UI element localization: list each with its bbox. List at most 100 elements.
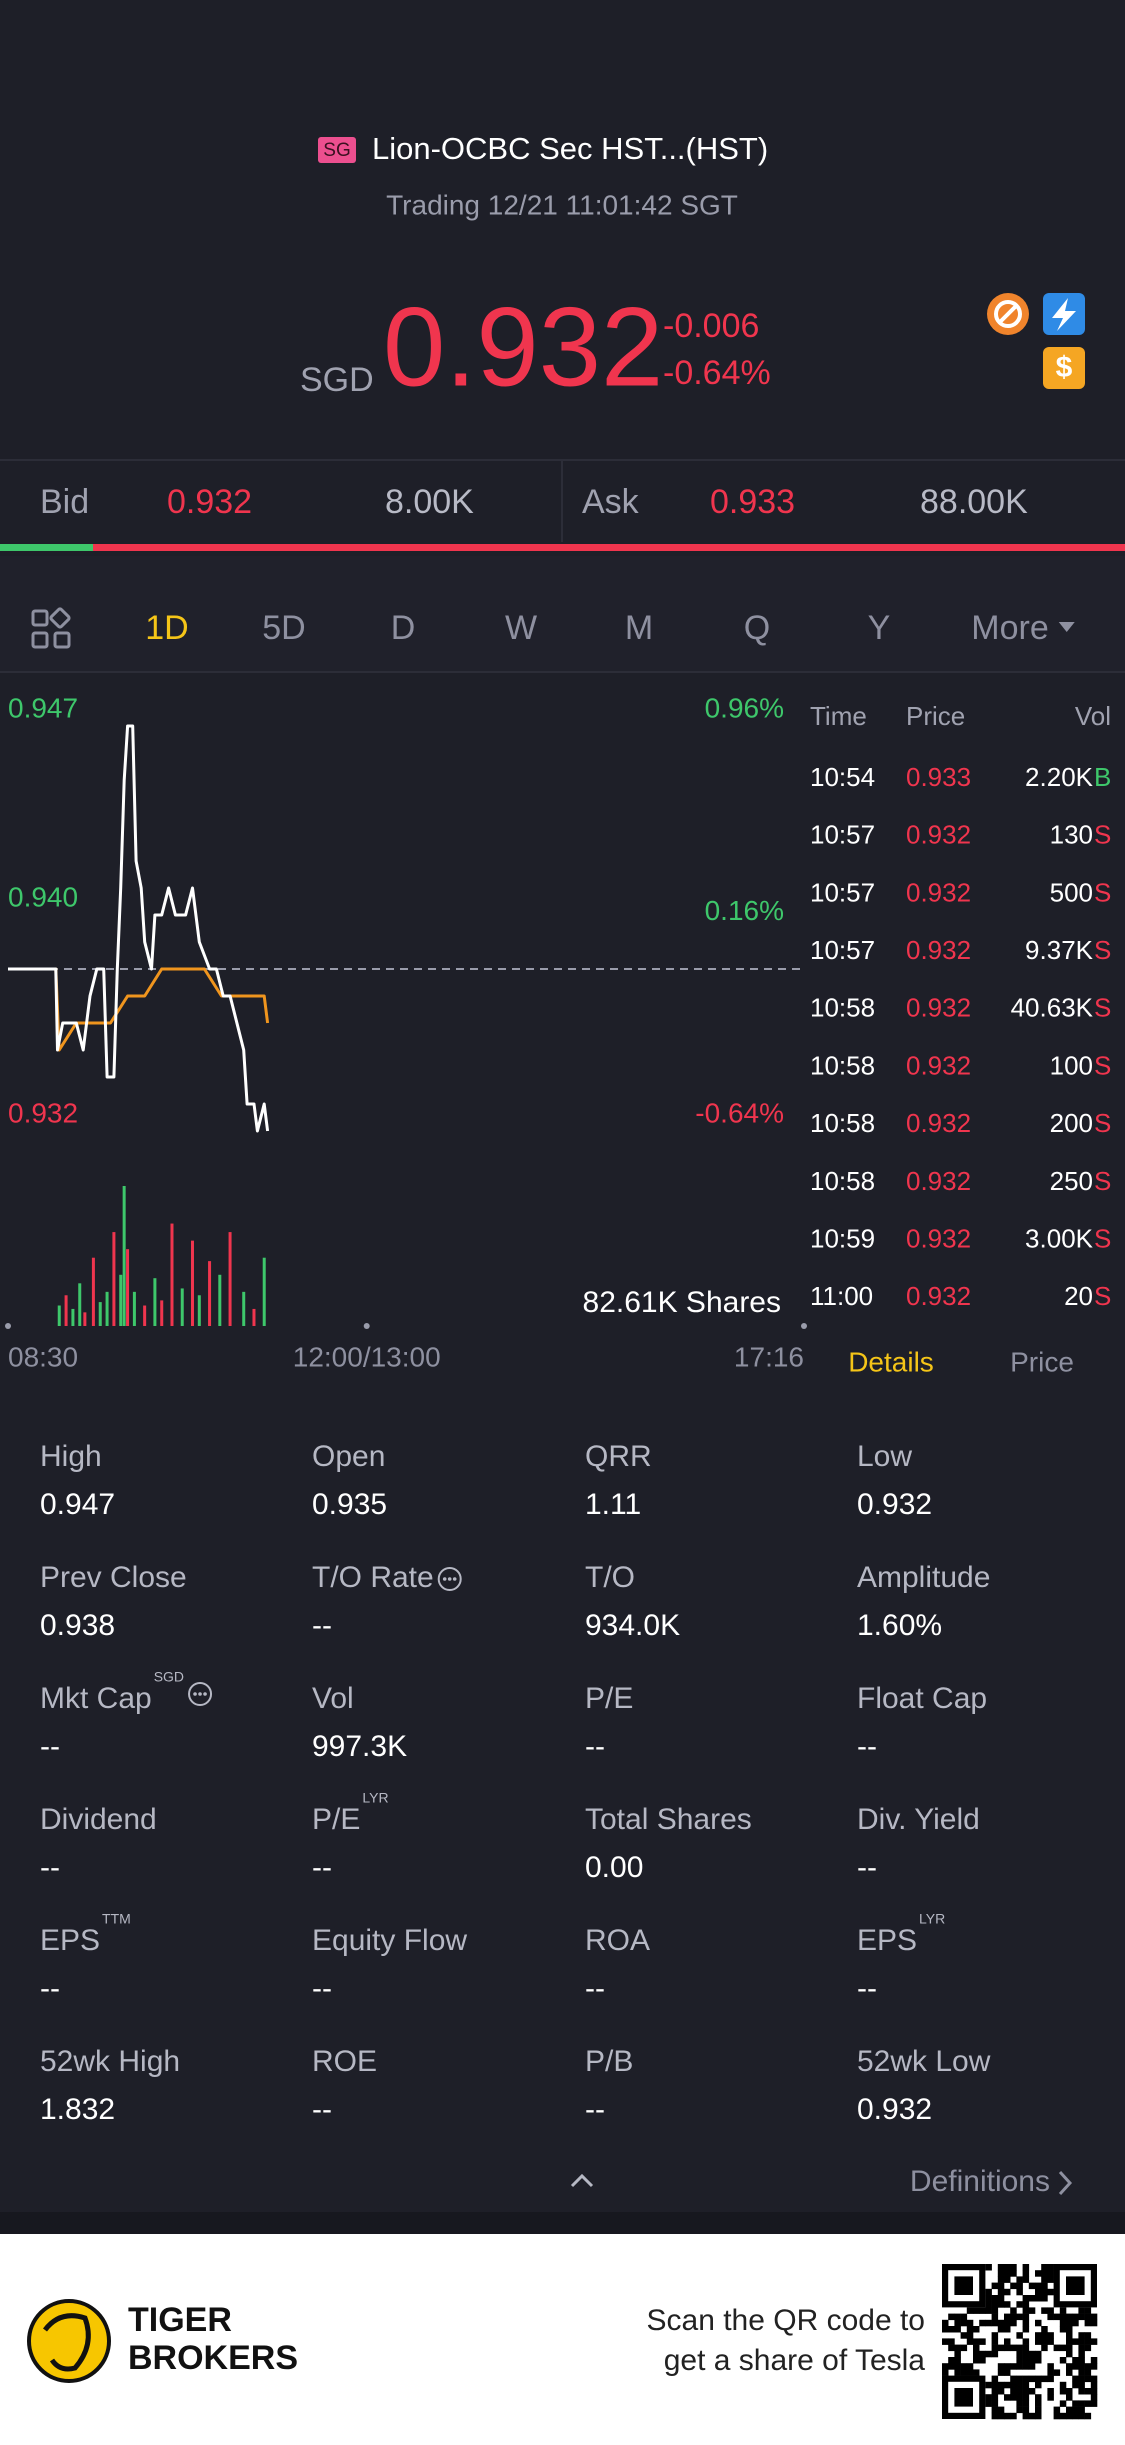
icon-bg	[1043, 347, 1085, 389]
collapse-chevron[interactable]	[570, 2173, 594, 2188]
qr-cell	[1010, 2307, 1017, 2314]
qr-cell	[991, 2313, 999, 2321]
qr-cell	[948, 2344, 955, 2352]
info-icon[interactable]	[437, 1567, 462, 1591]
trade-side: S	[1094, 877, 1111, 907]
qr-cell	[997, 2381, 1005, 2389]
qr-cell	[973, 2369, 980, 2376]
qr-cell	[1072, 2357, 1079, 2364]
qr-cell	[1078, 2412, 1085, 2420]
qr-cell	[954, 2357, 961, 2364]
qr-cell	[991, 2394, 999, 2401]
qr-cell	[1035, 2412, 1042, 2420]
period-tab[interactable]: 5D	[262, 609, 305, 647]
qr-cell	[1041, 2264, 1048, 2271]
trade-price: 0.932	[906, 877, 971, 907]
period-tab[interactable]: W	[505, 609, 537, 647]
qr-cell	[1035, 2288, 1042, 2296]
qr-cell	[1047, 2313, 1054, 2321]
qr-cell	[1041, 2326, 1048, 2333]
dollar-icon[interactable]: $	[1043, 347, 1085, 389]
qr-cell	[1016, 2301, 1023, 2308]
qr-cell	[960, 2313, 968, 2321]
qr-cell	[948, 2313, 955, 2321]
trade-side: S	[1094, 1050, 1111, 1080]
no-short-icon[interactable]	[987, 293, 1029, 335]
promo-text: get a share of Tesla	[664, 2344, 926, 2377]
qr-cell	[1078, 2381, 1085, 2389]
trade-volume: 40.63K	[1011, 993, 1094, 1023]
stat-label: Div. Yield	[857, 1803, 980, 1836]
qr-cell	[1016, 2388, 1023, 2395]
qr-cell	[1041, 2270, 1048, 2277]
link-chevron	[1058, 2170, 1073, 2196]
volume-bar	[78, 1283, 82, 1326]
definitions-link[interactable]: Definitions	[910, 2165, 1050, 2198]
volume-bar	[208, 1261, 212, 1326]
qr-cell	[1059, 2313, 1067, 2321]
trade-time: 10:59	[810, 1223, 875, 1253]
period-tab[interactable]: Y	[868, 609, 891, 647]
period-tab[interactable]: 1D	[145, 609, 188, 647]
qr-cell	[1035, 2295, 1042, 2302]
qr-cell	[1016, 2288, 1023, 2296]
qr-cell	[1059, 2344, 1067, 2352]
qr-cell	[1066, 2406, 1073, 2414]
qr-cell	[973, 2344, 980, 2352]
period-tab[interactable]: Q	[744, 609, 770, 647]
promo-text: Scan the QR code to	[647, 2304, 926, 2337]
qr-cell	[1066, 2394, 1073, 2401]
stat-value: --	[857, 1730, 877, 1763]
trade-volume: 130	[1050, 820, 1093, 850]
period-tab[interactable]: D	[391, 609, 416, 647]
qr-cell	[1004, 2338, 1011, 2345]
stat-label: 52wk Low	[857, 2045, 991, 2078]
market-tag-bg	[318, 137, 356, 163]
trades-header: Price	[906, 701, 965, 731]
qr-cell	[1047, 2388, 1054, 2395]
layout-icon[interactable]	[31, 607, 71, 649]
ask-ratio-bar	[93, 544, 1125, 551]
trade-price: 0.933	[906, 762, 971, 792]
qr-cell	[1078, 2338, 1085, 2345]
qr-cell	[954, 2344, 961, 2352]
detail-tab[interactable]: Details	[848, 1346, 934, 1377]
qr-cell	[942, 2326, 949, 2333]
qr-cell	[1090, 2319, 1098, 2327]
qr-cell	[1016, 2282, 1023, 2290]
qr-cell	[1035, 2338, 1042, 2345]
qr-cell	[1078, 2344, 1085, 2352]
qr-cell	[1035, 2357, 1042, 2364]
volume-bar	[218, 1274, 222, 1326]
qr-cell	[1047, 2270, 1054, 2277]
qr-cell	[1059, 2381, 1067, 2389]
qr-cell	[1059, 2319, 1067, 2327]
stock-title[interactable]: Lion-OCBC Sec HST...(HST)	[372, 131, 768, 166]
qr-cell	[1010, 2344, 1017, 2352]
qr-cell	[1010, 2270, 1017, 2277]
qr-cell	[1047, 2332, 1054, 2339]
qr-cell	[1078, 2369, 1085, 2376]
trade-time: 10:58	[810, 993, 875, 1023]
qr-cell	[1028, 2350, 1036, 2358]
detail-tab[interactable]: Price	[1010, 1346, 1074, 1377]
qr-cell	[1004, 2412, 1011, 2420]
qr-cell	[1084, 2319, 1092, 2327]
qr-cell	[1066, 2332, 1073, 2339]
flash-icon[interactable]	[1043, 293, 1085, 335]
qr-cell	[1047, 2288, 1054, 2296]
info-icon[interactable]	[188, 1682, 213, 1706]
qr-cell	[1090, 2400, 1098, 2407]
period-tab[interactable]: More	[971, 609, 1048, 647]
trade-side: S	[1094, 820, 1111, 850]
trade-price: 0.932	[906, 820, 971, 850]
volume-label: 82.61K Shares	[583, 1286, 781, 1319]
y2-tick-label: 0.96%	[705, 692, 784, 723]
brand: BROKERS	[128, 2339, 298, 2377]
qr-cell	[1072, 2338, 1079, 2345]
qr-cell	[1010, 2375, 1017, 2383]
qr-cell	[960, 2332, 968, 2339]
stat-value: 1.11	[585, 1488, 641, 1521]
period-tab[interactable]: M	[625, 609, 653, 647]
qr-cell	[1022, 2350, 1030, 2358]
